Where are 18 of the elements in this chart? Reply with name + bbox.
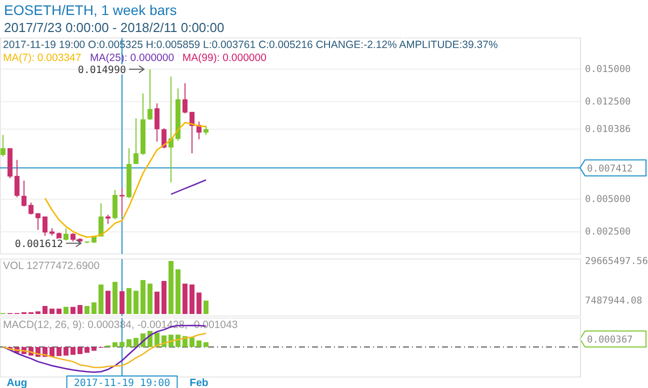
y-tick-label: 29665497.56: [585, 256, 648, 267]
chart-subtitle: 2017/7/23 0:00:00 - 2018/2/11 0:00:00: [4, 20, 224, 35]
text: 0.000367: [587, 334, 633, 346]
y-tick-label: 7487944.08: [585, 296, 642, 307]
annotation: VOL 12777472.6900: [3, 260, 100, 272]
annotation: 0.001612: [14, 238, 63, 250]
annotation: MA(99): 0.000000: [182, 52, 267, 64]
annotation: MA(7): 0.003347: [3, 52, 82, 64]
ref-line-label: 0.007412: [587, 163, 633, 174]
y-tick-label: 0.015000: [585, 64, 632, 76]
x-tick-label: Aug: [6, 377, 28, 388]
ref-line-label: 2017-11-19 19:00: [74, 378, 170, 388]
y-tick-label: 0.012500: [585, 96, 632, 108]
chart-title: EOSETH/ETH, 1 week bars: [4, 2, 177, 18]
y-tick-label: 0.005000: [585, 194, 632, 206]
y-tick-label: 0.010386: [585, 124, 632, 136]
x-tick-label: Feb: [190, 377, 208, 388]
y-tick-label: 0.002500: [585, 226, 632, 238]
